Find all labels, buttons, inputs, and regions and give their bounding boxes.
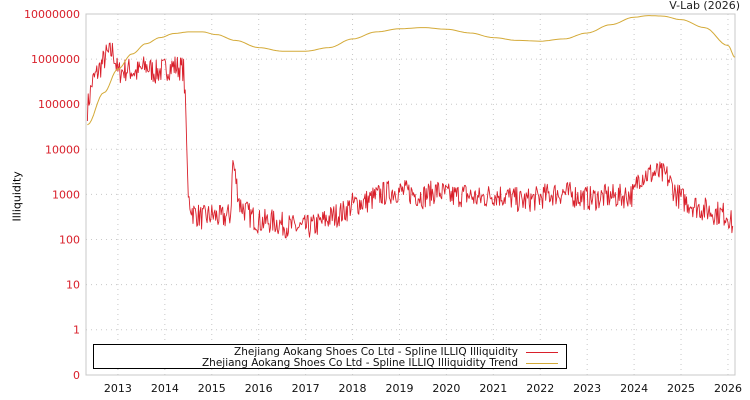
illiquidity-series-line xyxy=(86,42,734,239)
x-tick-label: 2017 xyxy=(292,382,320,395)
x-tick-label: 2015 xyxy=(198,382,226,395)
legend-item-illiquidity: Zhejiang Aokang Shoes Co Ltd - Spline IL… xyxy=(234,346,558,358)
x-axis-ticks: 2013 2014 2015 2016 2017 2018 2019 2020 2021 2022… xyxy=(104,382,742,395)
x-tick-label: 2026 xyxy=(714,382,742,395)
x-tick-label: 2022 xyxy=(526,382,554,395)
credit-label: V-Lab (2026) xyxy=(669,0,740,12)
plot-area-frame xyxy=(85,13,736,376)
x-tick-label: 2021 xyxy=(479,382,507,395)
legend-swatch-gold xyxy=(526,362,558,364)
legend-label: Zhejiang Aokang Shoes Co Ltd - Spline IL… xyxy=(201,357,518,369)
x-tick-label: 2016 xyxy=(245,382,273,395)
x-tick-label: 2024 xyxy=(620,382,648,395)
y-tick-label: 0 xyxy=(73,369,80,382)
y-tick-label: 10000 xyxy=(45,143,80,156)
y-tick-label: 1000000 xyxy=(31,53,80,66)
y-tick-label: 10 xyxy=(66,279,80,292)
x-tick-label: 2014 xyxy=(151,382,179,395)
legend: Zhejiang Aokang Shoes Co Ltd - Spline IL… xyxy=(93,344,567,369)
x-tick-label: 2025 xyxy=(667,382,695,395)
legend-label: Zhejiang Aokang Shoes Co Ltd - Spline IL… xyxy=(234,346,518,358)
grid-lines xyxy=(86,13,735,375)
x-tick-label: 2020 xyxy=(432,382,460,395)
x-tick-label: 2018 xyxy=(339,382,367,395)
x-tick-label: 2023 xyxy=(573,382,601,395)
y-tick-label: 1 xyxy=(73,324,80,337)
legend-item-trend: Zhejiang Aokang Shoes Co Ltd - Spline IL… xyxy=(202,357,558,369)
x-tick-label: 2019 xyxy=(385,382,413,395)
y-tick-label: 100 xyxy=(59,234,80,247)
series-lines xyxy=(86,15,736,239)
legend-swatch-red xyxy=(526,351,558,353)
y-tick-label: 1000 xyxy=(52,188,80,201)
illiquidity-trend-line xyxy=(87,15,736,126)
x-tick-label: 2013 xyxy=(104,382,132,395)
y-tick-label: 100000 xyxy=(38,98,80,111)
y-axis-label: Illiquidity xyxy=(10,171,24,222)
y-tick-label: 10000000 xyxy=(24,8,80,21)
